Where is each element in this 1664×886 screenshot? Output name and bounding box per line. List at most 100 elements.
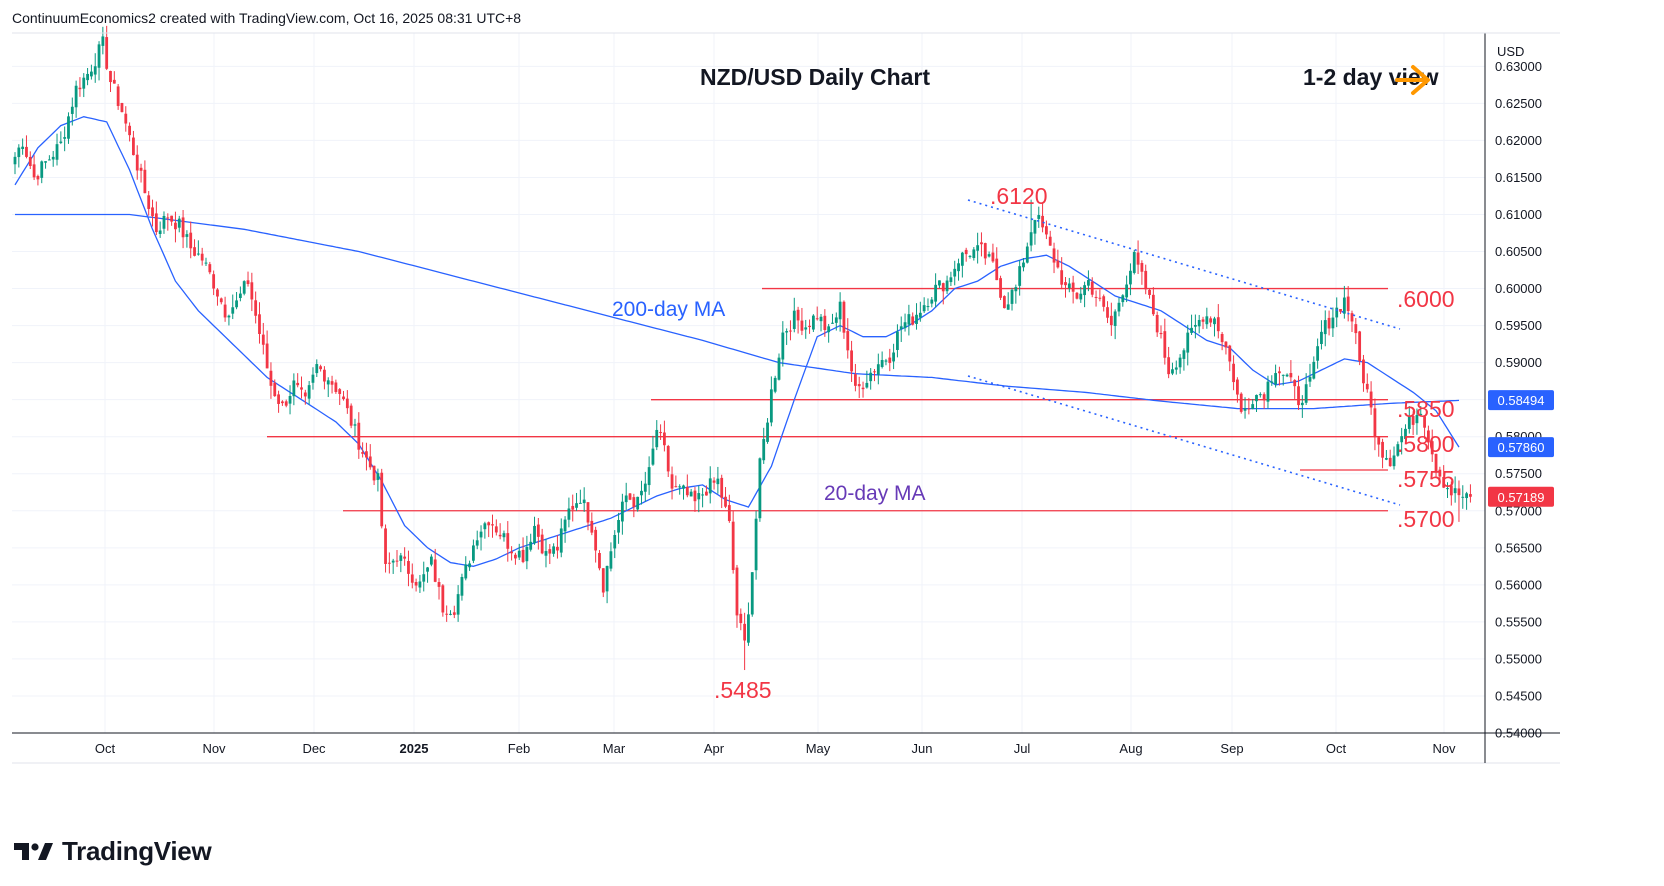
candle [319, 364, 322, 372]
candle [323, 366, 326, 390]
candle [1155, 311, 1159, 337]
candle [685, 474, 689, 498]
candle [571, 494, 575, 522]
candle [399, 552, 403, 573]
candle [540, 528, 544, 555]
candle [342, 390, 345, 401]
candle [995, 247, 999, 281]
x-tick-label: Apr [704, 741, 725, 756]
candle [747, 602, 750, 646]
candle [353, 418, 357, 437]
candle [632, 493, 636, 518]
candle [1289, 360, 1293, 382]
candle [1327, 310, 1331, 336]
candle [1239, 392, 1243, 414]
candle [533, 516, 536, 545]
candle [823, 309, 827, 337]
chart-credit: ContinuumEconomics2 created with Trading… [12, 10, 522, 26]
y-tick-label: 0.63000 [1495, 59, 1542, 74]
candle [166, 213, 170, 231]
candle [857, 376, 861, 399]
candle [334, 379, 338, 394]
candle [1098, 289, 1102, 302]
candle [1213, 316, 1216, 337]
candlesticks [13, 25, 1472, 671]
candle [590, 512, 594, 536]
candle [525, 535, 529, 570]
candle [743, 612, 747, 671]
candle [1159, 325, 1163, 339]
candle [21, 138, 25, 155]
candle [1010, 287, 1014, 311]
candle [208, 261, 212, 275]
candle [1018, 260, 1022, 296]
candle [1121, 294, 1125, 307]
candle [51, 150, 55, 167]
candle [1144, 264, 1148, 295]
candle [216, 288, 219, 306]
candle [494, 519, 498, 536]
price-tag: 0.58494 [1488, 390, 1554, 411]
candle [796, 306, 800, 334]
candle [1052, 242, 1056, 274]
candle [368, 444, 372, 470]
candle [735, 564, 739, 628]
candle [1430, 429, 1434, 462]
candle [449, 610, 452, 616]
candle [1087, 270, 1090, 292]
candle [479, 525, 483, 551]
candle [789, 320, 792, 341]
candle [47, 155, 51, 161]
candle [854, 363, 857, 392]
candle [892, 343, 895, 370]
candle [1461, 485, 1465, 509]
candle [800, 307, 804, 336]
level-label-6000: .6000 [1397, 286, 1455, 312]
candle [663, 420, 666, 452]
candle [769, 376, 773, 427]
candle [135, 145, 139, 180]
candle [899, 316, 903, 342]
candle [559, 518, 563, 558]
candle [1281, 374, 1285, 386]
candle [1243, 397, 1247, 419]
candle [804, 319, 808, 339]
candle [1220, 331, 1224, 351]
y-tick-label: 0.60500 [1495, 244, 1542, 259]
candle [1163, 318, 1167, 365]
candle [834, 312, 838, 331]
candle [510, 546, 513, 561]
candle [556, 535, 559, 559]
level-label-5800: .5800 [1397, 431, 1455, 457]
candle [414, 578, 418, 592]
candle [1041, 203, 1044, 233]
candle [567, 497, 571, 528]
candle [105, 25, 109, 71]
price-tags: 0.58494 0.57860 0.57189 [1488, 390, 1554, 507]
candle [575, 492, 578, 511]
candle [410, 563, 414, 589]
candle [1113, 309, 1117, 340]
y-axis-ticks: 0.63000 0.62500 0.62000 0.61500 0.61000 0.605… [1495, 59, 1542, 741]
price-tag: 0.57860 [1488, 437, 1554, 458]
candle [1064, 277, 1067, 298]
candle [395, 549, 399, 567]
candle [578, 489, 582, 504]
candle [246, 271, 250, 287]
candle [1056, 249, 1060, 269]
candle [1354, 317, 1358, 345]
x-axis-ticks: Oct Nov Dec 2025 Feb Mar Apr May Jun Jul Aug Sep Oct… [95, 741, 1456, 756]
candle [941, 282, 945, 305]
candle [880, 351, 884, 369]
x-tick-label: Oct [1326, 741, 1347, 756]
candle [326, 377, 330, 398]
candle [1251, 398, 1255, 410]
candle [93, 53, 97, 83]
peak-label-6120: .6120 [990, 183, 1048, 209]
candle [727, 494, 731, 523]
candle [97, 41, 101, 81]
candle [720, 474, 724, 509]
x-tick-label: Feb [508, 741, 530, 756]
candle [162, 211, 166, 234]
